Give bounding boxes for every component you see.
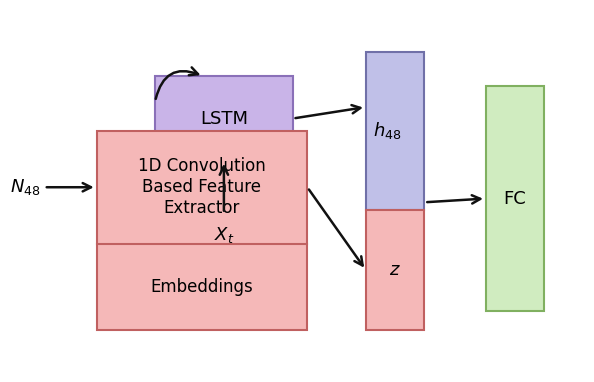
FancyBboxPatch shape xyxy=(155,76,293,161)
FancyBboxPatch shape xyxy=(366,52,424,210)
FancyBboxPatch shape xyxy=(486,86,544,311)
Text: $z$: $z$ xyxy=(389,261,401,279)
FancyBboxPatch shape xyxy=(366,210,424,330)
Text: LSTM: LSTM xyxy=(200,110,248,128)
Text: FC: FC xyxy=(504,189,526,207)
Text: $X_t$: $X_t$ xyxy=(214,225,234,245)
FancyBboxPatch shape xyxy=(97,131,307,330)
Text: $N_{48}$: $N_{48}$ xyxy=(10,177,41,197)
Text: $h_{48}$: $h_{48}$ xyxy=(373,120,402,141)
Text: Embeddings: Embeddings xyxy=(150,278,253,296)
Text: 1D Convolution
Based Feature
Extractor: 1D Convolution Based Feature Extractor xyxy=(138,157,266,217)
